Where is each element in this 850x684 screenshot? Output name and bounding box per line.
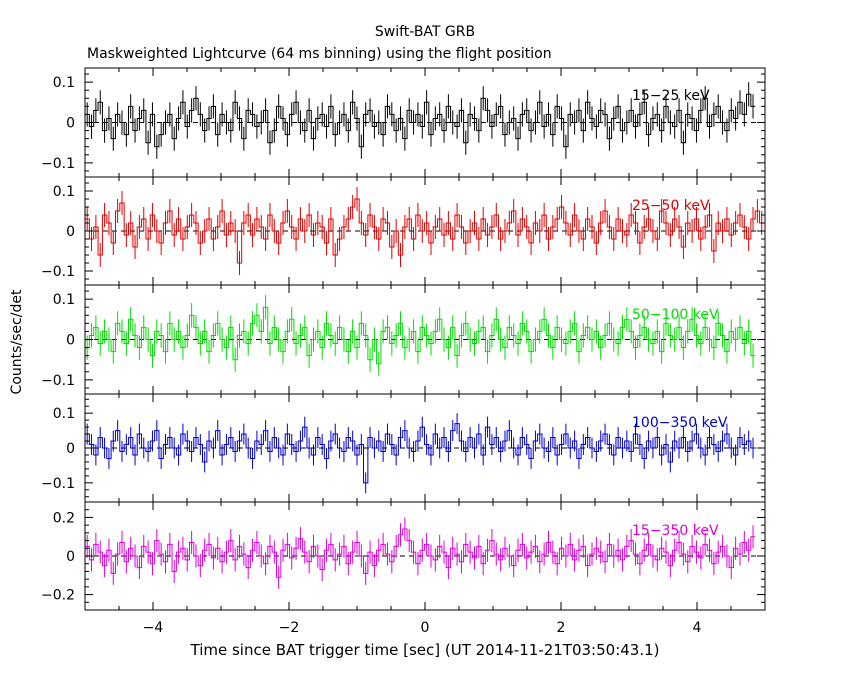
x-tick-label: −2 bbox=[279, 620, 300, 636]
y-tick-label: −0.1 bbox=[41, 156, 75, 172]
panel-3: 0.1 0 −0.1 50−100 keV bbox=[41, 284, 766, 395]
panel-series bbox=[85, 295, 765, 376]
y-tick-label: 0.1 bbox=[53, 406, 75, 422]
panel-4: 0.1 0 −0.1 100−350 keV bbox=[41, 393, 766, 503]
chart-title: Swift-BAT GRB bbox=[375, 24, 475, 40]
series-label: 15−25 keV bbox=[632, 88, 710, 104]
series-line bbox=[85, 423, 756, 484]
panel-5: 0.2 0 −0.2 15−350 keV bbox=[41, 501, 766, 611]
y-tick-label: −0.1 bbox=[41, 373, 75, 389]
y-axis-label: Counts/sec/det bbox=[9, 289, 25, 394]
series-label: 15−350 keV bbox=[632, 523, 719, 539]
y-tick-label: 0.2 bbox=[53, 510, 75, 526]
x-tick-label: 0 bbox=[421, 620, 430, 636]
x-axis-label: Time since BAT trigger time [sec] (UT 20… bbox=[190, 641, 660, 659]
series-label: 25−50 keV bbox=[632, 198, 710, 214]
y-tick-label: −0.2 bbox=[41, 588, 75, 604]
y-tick-label: 0 bbox=[66, 116, 75, 132]
y-tick-label: 0.1 bbox=[53, 75, 75, 91]
y-tick-label: 0 bbox=[66, 224, 75, 240]
y-tick-label: 0.1 bbox=[53, 184, 75, 200]
panel-2: 0.1 0 −0.1 25−50 keV bbox=[41, 176, 766, 286]
y-tick-label: 0.1 bbox=[53, 292, 75, 308]
series-line bbox=[85, 198, 764, 264]
y-tick-label: −0.1 bbox=[41, 476, 75, 492]
chart-subtitle: Maskweighted Lightcurve (64 ms binning) … bbox=[87, 46, 552, 62]
panel-1: 0.1 0 −0.1 15−25 keV bbox=[41, 67, 766, 178]
x-tick-label: −4 bbox=[143, 620, 164, 636]
panel-series bbox=[85, 413, 765, 494]
series-label: 50−100 keV bbox=[632, 307, 719, 323]
y-tick-label: −0.1 bbox=[41, 264, 75, 280]
panels-layer: 0.1 0 −0.1 15−25 keV 0.1 0 −0.1 25−50 keV 0.1 0 −0… bbox=[41, 67, 766, 636]
panel-series bbox=[85, 517, 765, 589]
series-line bbox=[85, 93, 756, 148]
x-tick-label: 2 bbox=[557, 620, 566, 636]
y-tick-label: 0 bbox=[66, 333, 75, 349]
series-label: 100−350 keV bbox=[632, 415, 728, 431]
series-line bbox=[85, 306, 756, 365]
panel-series bbox=[85, 82, 765, 159]
panel-series bbox=[85, 187, 765, 275]
x-tick-label: 4 bbox=[693, 620, 702, 636]
y-tick-label: 0 bbox=[66, 549, 75, 565]
series-line bbox=[85, 528, 756, 578]
y-tick-label: 0 bbox=[66, 441, 75, 457]
